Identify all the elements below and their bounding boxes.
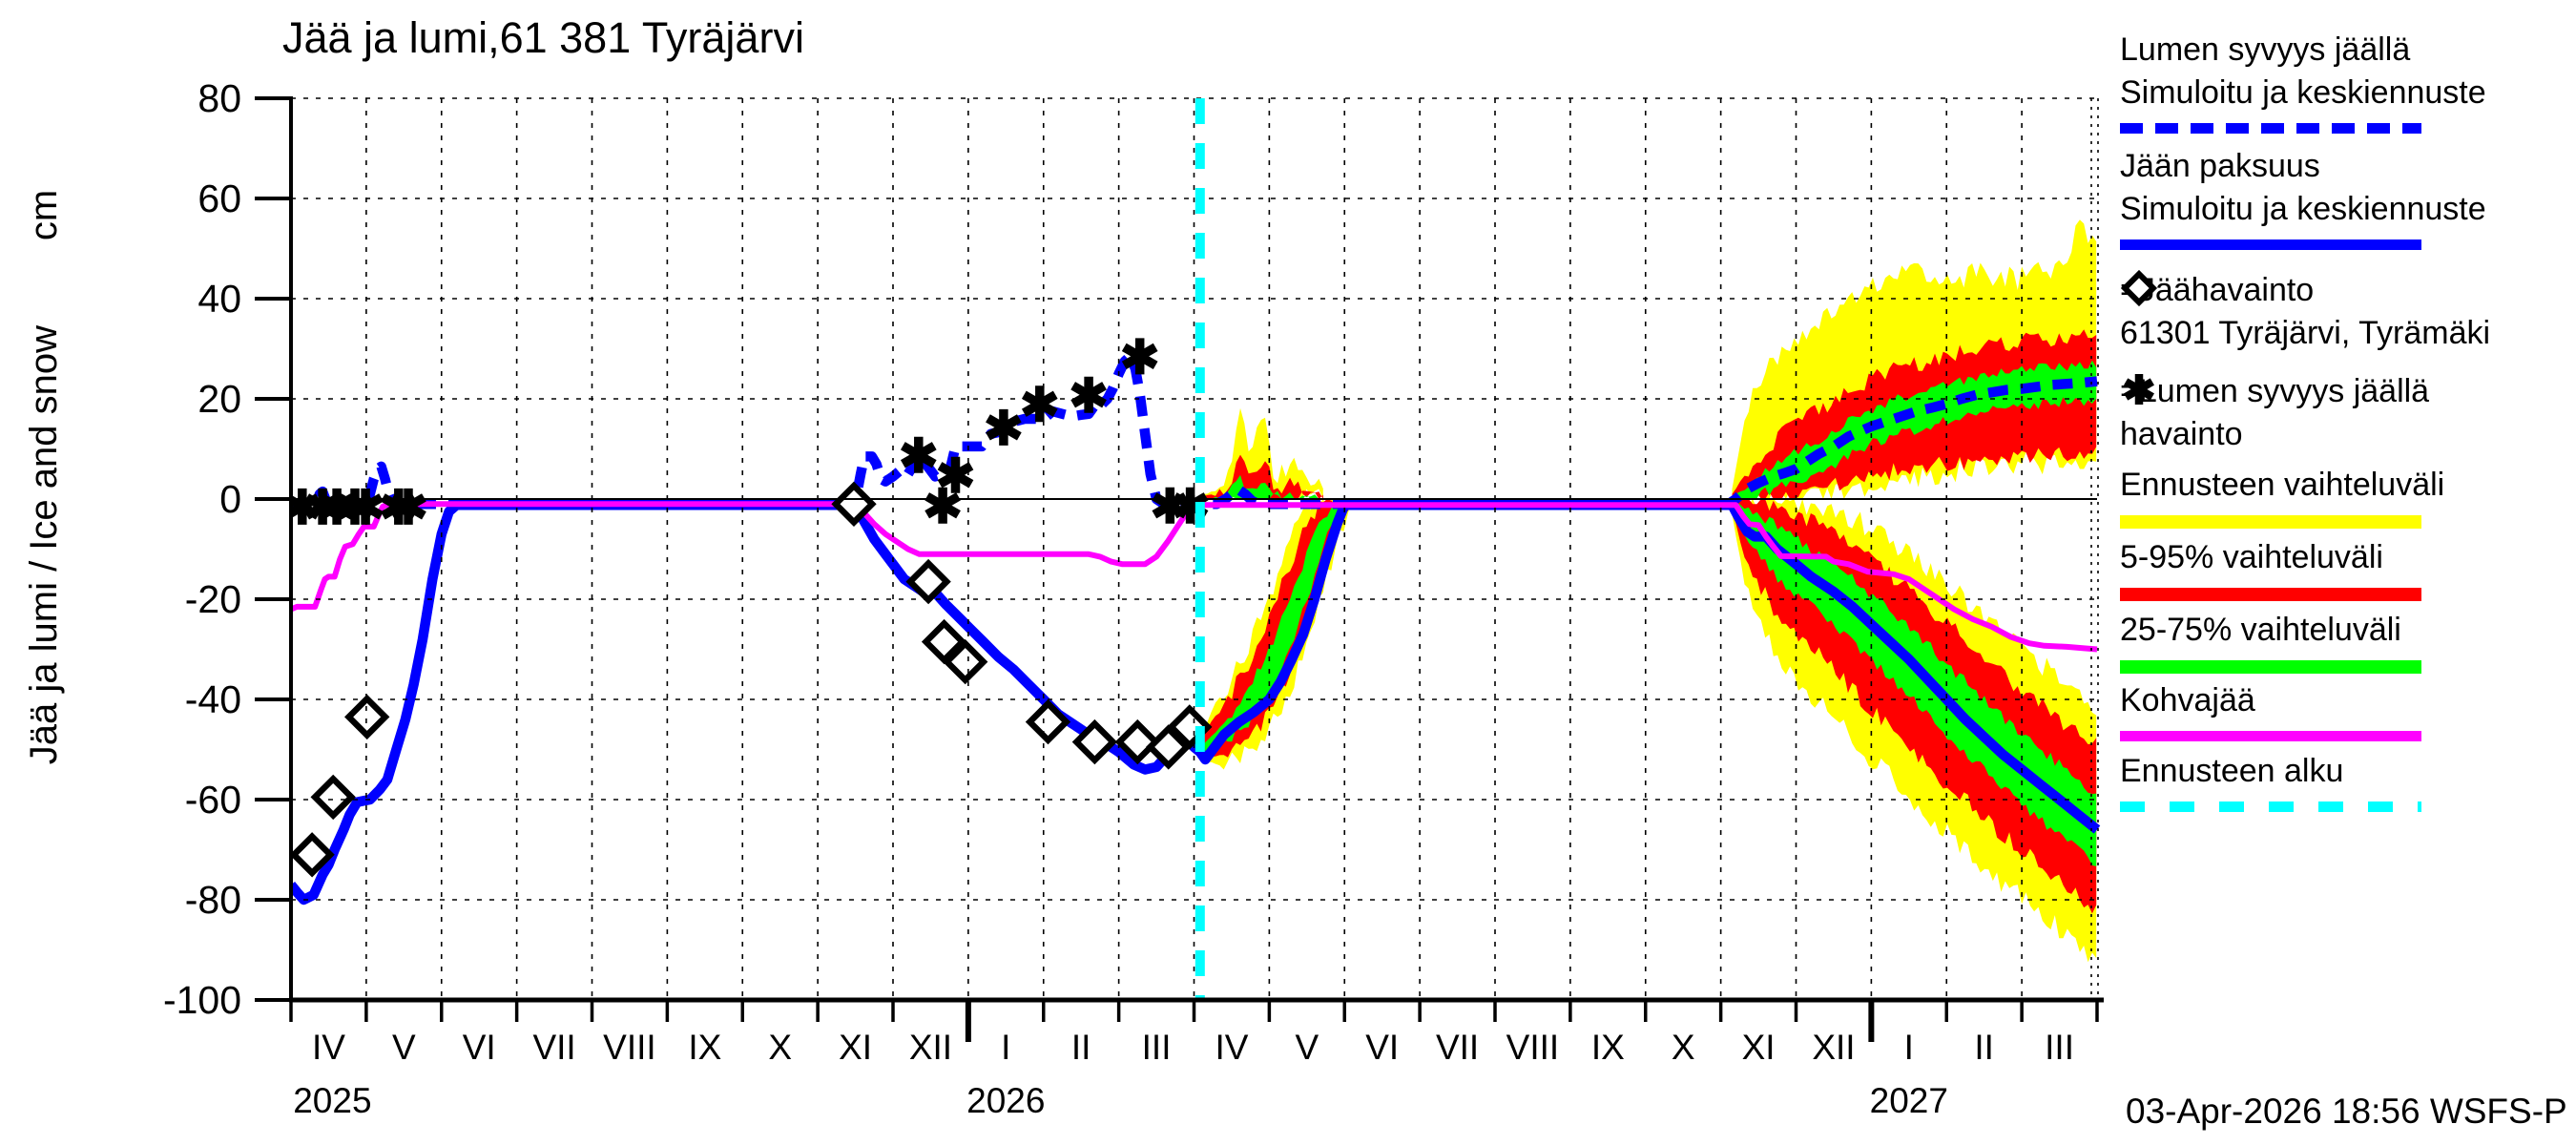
month-label: V (392, 1028, 416, 1067)
ice-observation-diamond (905, 558, 951, 605)
ice-thickness-line (291, 500, 2101, 906)
month-label: III (1142, 1028, 1172, 1067)
y-tick-label: 60 (197, 177, 241, 220)
snow-observation-asterisk (937, 456, 974, 493)
legend-item-0: Lumen syvyys jäällä Simuloitu ja keskienn… (2120, 29, 2486, 134)
y-tick-label: -40 (185, 677, 241, 721)
legend-label: havainto (2120, 416, 2243, 452)
month-label: III (2045, 1028, 2074, 1067)
snow-observation-asterisk (986, 408, 1022, 446)
month-label: XII (1812, 1028, 1855, 1067)
timestamp-label: 03-Apr-2026 18:56 WSFS-P (2126, 1092, 2567, 1131)
ice-observation-diamond (291, 832, 335, 878)
legend-item-3: =Lumen syvyys jäällä havainto (2120, 370, 2429, 456)
month-label: VIII (603, 1028, 656, 1067)
plot-area (291, 219, 2101, 963)
snow-observation-asterisk (347, 488, 384, 525)
y-tick-label: 40 (197, 277, 241, 321)
month-label: VI (1365, 1028, 1399, 1067)
legend-item-4: Ennusteen vaihteluväli (2120, 464, 2444, 529)
snow-depth-line (291, 351, 2098, 510)
month-label: II (1974, 1028, 1994, 1067)
ice-observation-diamond (310, 774, 356, 821)
y-tick-label: 0 (219, 477, 241, 521)
ice-observation-diamond (1071, 718, 1118, 765)
ice-observation-diamond-icon (2120, 269, 2158, 307)
year-label: 2025 (293, 1081, 371, 1120)
snow-observation-asterisk (1021, 385, 1058, 423)
ice-observation-diamond (943, 638, 988, 685)
legend-item-5: 5-95% vaihteluväli (2120, 536, 2421, 601)
month-label: X (768, 1028, 792, 1067)
legend-label: 25-75% vaihteluväli (2120, 612, 2401, 648)
month-label: V (1295, 1028, 1319, 1067)
ice-observation-diamond (1146, 724, 1192, 770)
y-tick-label: -100 (163, 978, 241, 1022)
legend-label: Simuloitu ja keskiennuste (2120, 74, 2486, 111)
y-tick-label: 80 (197, 76, 241, 120)
y-tick-label: -80 (185, 878, 241, 922)
y-tick-label: -20 (185, 577, 241, 621)
legend-swatch (2120, 660, 2421, 674)
month-label: VII (1436, 1028, 1479, 1067)
month-label: XII (909, 1028, 952, 1067)
legend: Lumen syvyys jäällä Simuloitu ja keskienn… (2120, 0, 2568, 1145)
snow-observation-asterisk (1070, 376, 1107, 413)
snow-observation-asterisk (900, 436, 937, 473)
month-label: VI (463, 1028, 496, 1067)
month-label: VIII (1506, 1028, 1560, 1067)
month-label: I (1904, 1028, 1914, 1067)
legend-item-8: Ennusteen alku (2120, 750, 2421, 812)
legend-item-2: =Jäähavainto 61301 Tyräjärvi, Tyrämäki (2120, 269, 2490, 355)
kohvajaa-line (291, 501, 2098, 653)
legend-item-6: 25-75% vaihteluväli (2120, 609, 2421, 674)
legend-label: Ennusteen alku (2120, 753, 2344, 789)
legend-label: =Lumen syvyys jäällä (2120, 370, 2429, 413)
legend-swatch (2120, 731, 2421, 741)
y-axis-title: Jää ja lumi / Ice and snow cm (23, 189, 65, 765)
month-label: XI (839, 1028, 872, 1067)
ice-observation-diamond (344, 694, 390, 740)
legend-swatch (2120, 802, 2421, 812)
y-tick-label: 20 (197, 377, 241, 421)
month-label: II (1071, 1028, 1091, 1067)
snow-observation-asterisk (390, 488, 426, 525)
month-label: X (1672, 1028, 1695, 1067)
month-label: IV (1215, 1028, 1248, 1067)
month-label: IX (688, 1028, 721, 1067)
ice-observation-diamond (1025, 698, 1071, 745)
legend-item-1: Jään paksuus Simuloitu ja keskiennuste (2120, 145, 2486, 250)
month-label: I (1001, 1028, 1010, 1067)
month-label: IV (312, 1028, 345, 1067)
year-label: 2026 (966, 1081, 1045, 1120)
legend-swatch (2120, 123, 2421, 134)
page-title: Jää ja lumi,61 381 Tyräjärvi (282, 13, 804, 62)
legend-swatch (2120, 515, 2421, 529)
legend-swatch (2120, 239, 2421, 250)
month-label: IX (1591, 1028, 1625, 1067)
legend-label: Lumen syvyys jäällä (2120, 31, 2411, 68)
month-label: XI (1742, 1028, 1776, 1067)
legend-label: 61301 Tyräjärvi, Tyrämäki (2120, 315, 2491, 351)
legend-label: 5-95% vaihteluväli (2120, 539, 2383, 575)
ice-observation-diamond (921, 618, 967, 665)
snow-observation-asterisk-icon (2124, 374, 2154, 405)
ice-observation-diamond (831, 481, 877, 527)
legend-label: Kohvajää (2120, 682, 2255, 718)
month-label: VII (532, 1028, 575, 1067)
legend-label: Jään paksuus (2120, 148, 2320, 184)
legend-label: =Jäähavainto (2120, 269, 2490, 312)
snow-observation-asterisk (1121, 338, 1158, 375)
legend-swatch (2120, 588, 2421, 601)
legend-label: Ennusteen vaihteluväli (2120, 467, 2445, 503)
legend-item-7: Kohvajää (2120, 679, 2421, 741)
legend-label: Simuloitu ja keskiennuste (2120, 191, 2486, 227)
year-label: 2027 (1870, 1081, 1948, 1120)
y-tick-label: -60 (185, 778, 241, 822)
ice-observation-diamond (1114, 718, 1160, 765)
